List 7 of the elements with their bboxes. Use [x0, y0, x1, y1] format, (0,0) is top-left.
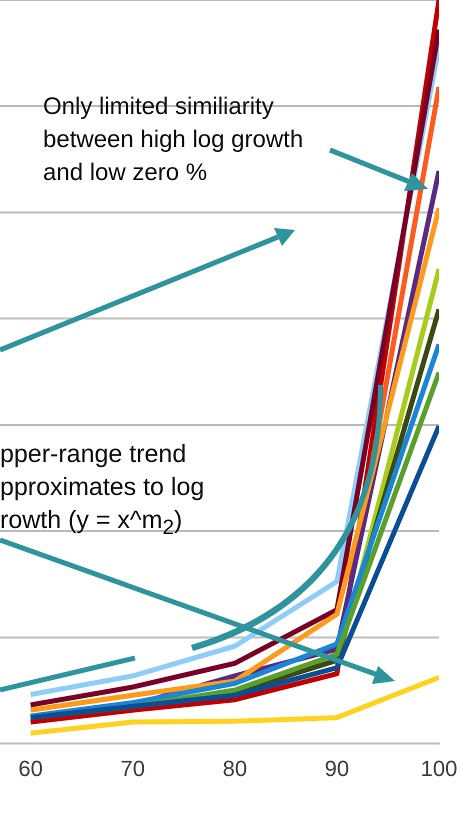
annotation: Only limited similiarity between high log growth and low zero % [43, 92, 304, 188]
x-tick-label: 80 [222, 756, 248, 781]
x-tick-label: 100 [420, 756, 458, 781]
x-tick-label: 90 [324, 756, 350, 781]
x-tick-label: 70 [120, 756, 145, 781]
annotation: pper-range trend pproximates to log rowth (y = x^m$_{2}$) [0, 439, 206, 541]
x-tick-label: 60 [18, 756, 43, 781]
